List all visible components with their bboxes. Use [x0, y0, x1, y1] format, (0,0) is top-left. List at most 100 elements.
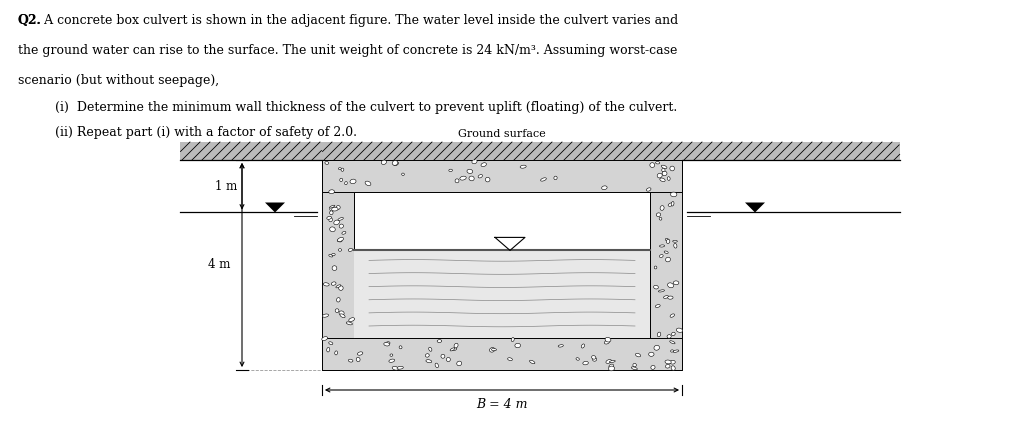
Ellipse shape — [657, 173, 663, 178]
Ellipse shape — [337, 240, 342, 242]
Ellipse shape — [339, 311, 344, 315]
Ellipse shape — [335, 351, 338, 355]
Ellipse shape — [455, 179, 459, 183]
Text: 1 m: 1 m — [215, 180, 237, 193]
Ellipse shape — [662, 165, 667, 168]
Ellipse shape — [515, 343, 520, 348]
Bar — [322, 160, 682, 192]
Ellipse shape — [397, 366, 403, 369]
Ellipse shape — [668, 177, 670, 180]
Ellipse shape — [604, 340, 609, 344]
Ellipse shape — [575, 358, 580, 360]
Ellipse shape — [636, 353, 641, 357]
Polygon shape — [745, 203, 765, 213]
Text: B = 4 m: B = 4 m — [476, 398, 527, 411]
Ellipse shape — [323, 314, 329, 317]
Ellipse shape — [329, 190, 335, 194]
Bar — [354, 250, 650, 338]
Ellipse shape — [646, 188, 651, 191]
Ellipse shape — [348, 249, 352, 252]
Ellipse shape — [322, 337, 328, 341]
Ellipse shape — [508, 358, 512, 360]
Ellipse shape — [648, 352, 654, 356]
Ellipse shape — [659, 217, 662, 220]
Ellipse shape — [437, 340, 441, 343]
Ellipse shape — [356, 357, 360, 362]
Ellipse shape — [336, 285, 341, 288]
Ellipse shape — [650, 163, 654, 168]
Ellipse shape — [665, 251, 669, 254]
Ellipse shape — [632, 367, 637, 370]
Ellipse shape — [659, 245, 665, 247]
Ellipse shape — [663, 171, 667, 176]
Bar — [180, 142, 322, 160]
Ellipse shape — [651, 365, 655, 369]
Ellipse shape — [401, 173, 404, 176]
Ellipse shape — [654, 266, 656, 269]
Ellipse shape — [654, 345, 659, 350]
Ellipse shape — [529, 360, 535, 364]
Bar — [322, 142, 682, 160]
Ellipse shape — [511, 338, 514, 341]
Ellipse shape — [665, 360, 672, 364]
Ellipse shape — [338, 238, 343, 241]
Ellipse shape — [349, 318, 354, 322]
Ellipse shape — [554, 176, 557, 180]
Ellipse shape — [481, 163, 486, 167]
Ellipse shape — [449, 169, 453, 171]
Ellipse shape — [332, 266, 337, 271]
Ellipse shape — [593, 357, 597, 361]
Ellipse shape — [602, 186, 607, 189]
Ellipse shape — [429, 347, 432, 351]
Ellipse shape — [609, 360, 615, 362]
Ellipse shape — [657, 332, 660, 337]
Ellipse shape — [332, 282, 336, 285]
Ellipse shape — [667, 239, 670, 243]
Ellipse shape — [329, 218, 333, 222]
Ellipse shape — [676, 328, 683, 333]
Ellipse shape — [457, 361, 462, 366]
Bar — [322, 160, 354, 370]
Ellipse shape — [426, 360, 432, 363]
Ellipse shape — [674, 243, 677, 248]
Ellipse shape — [609, 364, 613, 368]
Ellipse shape — [390, 354, 393, 356]
Ellipse shape — [670, 360, 675, 364]
Ellipse shape — [384, 342, 389, 346]
Ellipse shape — [656, 213, 660, 216]
Ellipse shape — [337, 298, 340, 302]
Ellipse shape — [660, 206, 665, 210]
Ellipse shape — [667, 335, 672, 338]
Ellipse shape — [392, 366, 398, 370]
Ellipse shape — [467, 169, 473, 173]
Ellipse shape — [329, 254, 333, 257]
Ellipse shape — [327, 347, 330, 352]
Ellipse shape — [446, 357, 451, 362]
Ellipse shape — [335, 309, 339, 313]
Ellipse shape — [672, 332, 675, 335]
Ellipse shape — [582, 344, 585, 348]
Ellipse shape — [671, 202, 674, 206]
Ellipse shape — [668, 296, 673, 299]
Ellipse shape — [357, 352, 362, 355]
Bar — [650, 160, 682, 370]
Ellipse shape — [453, 348, 457, 351]
Ellipse shape — [673, 350, 679, 352]
Ellipse shape — [472, 160, 477, 164]
Ellipse shape — [659, 254, 664, 257]
Ellipse shape — [329, 342, 333, 345]
Ellipse shape — [332, 207, 338, 211]
Ellipse shape — [674, 281, 679, 285]
Ellipse shape — [338, 249, 342, 251]
Ellipse shape — [605, 337, 611, 342]
Text: the ground water can rise to the surface. The unit weight of concrete is 24 kN/m: the ground water can rise to the surface… — [18, 44, 677, 57]
Ellipse shape — [655, 162, 659, 164]
Ellipse shape — [659, 178, 666, 181]
Ellipse shape — [608, 366, 614, 371]
Ellipse shape — [469, 176, 474, 181]
Ellipse shape — [460, 176, 466, 180]
Ellipse shape — [325, 162, 329, 165]
Text: Q2.: Q2. — [18, 14, 42, 27]
Ellipse shape — [340, 314, 345, 318]
Ellipse shape — [668, 203, 674, 206]
